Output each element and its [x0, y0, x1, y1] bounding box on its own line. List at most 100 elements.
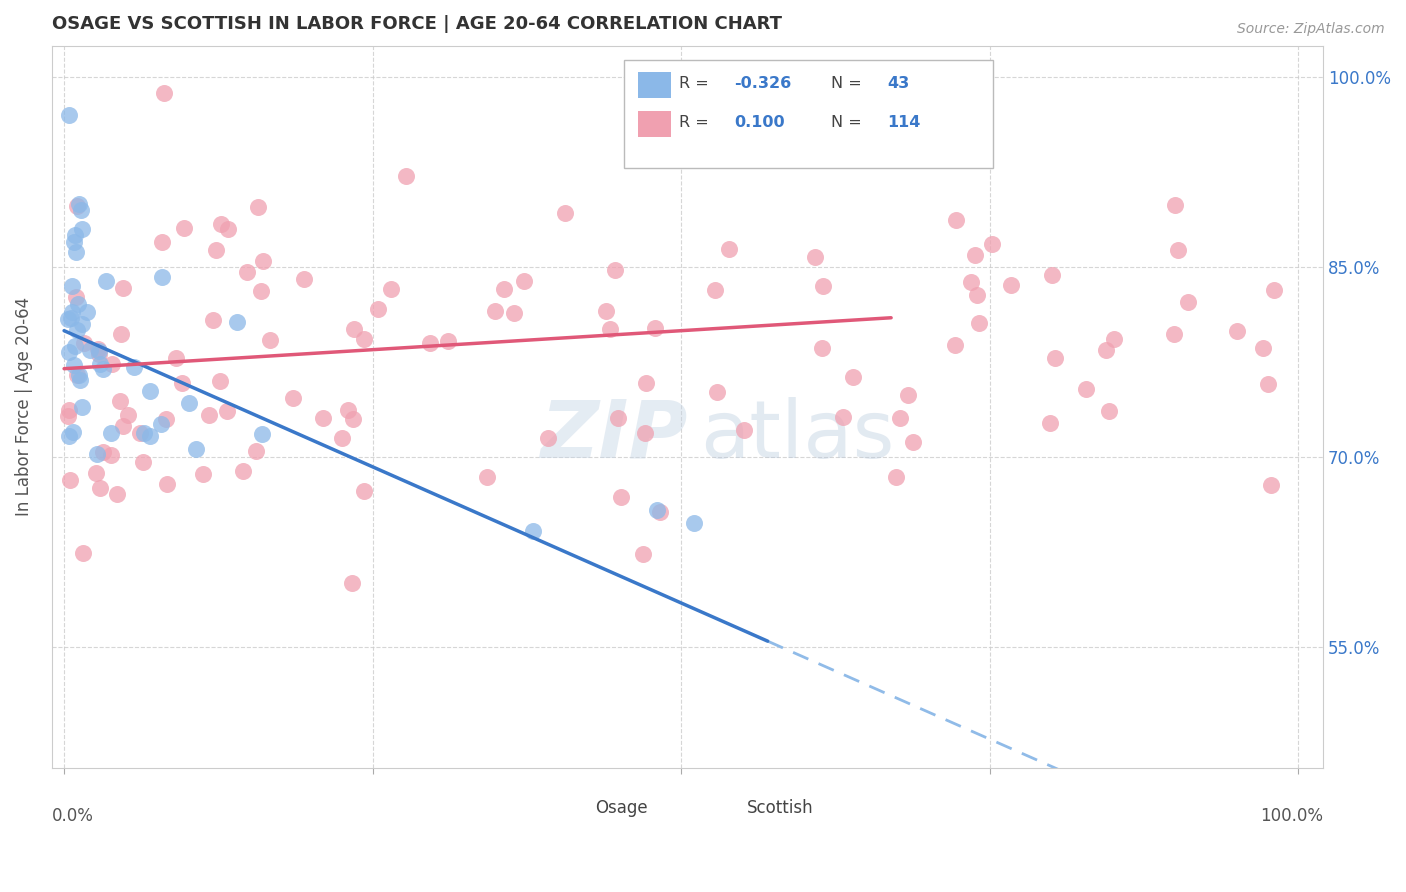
Point	[138, 429, 160, 443]
Point	[718, 242, 741, 256]
Point	[73, 336, 96, 351]
Point	[197, 409, 219, 423]
Point	[1043, 351, 1066, 365]
Point	[87, 342, 110, 356]
Point	[191, 467, 214, 481]
Point	[945, 213, 967, 227]
Point	[897, 388, 920, 402]
Point	[595, 304, 617, 318]
Point	[631, 547, 654, 561]
Point	[606, 410, 628, 425]
Point	[59, 473, 82, 487]
Text: -0.326: -0.326	[734, 77, 792, 92]
Point	[312, 410, 335, 425]
Point	[63, 358, 86, 372]
Point	[250, 284, 273, 298]
Point	[330, 432, 353, 446]
Text: R =: R =	[679, 77, 713, 92]
Point	[969, 317, 991, 331]
Point	[72, 546, 94, 560]
Point	[117, 408, 139, 422]
Point	[65, 245, 87, 260]
Point	[150, 270, 173, 285]
Point	[1098, 404, 1121, 418]
FancyBboxPatch shape	[551, 797, 585, 820]
Point	[536, 431, 558, 445]
Text: N =: N =	[831, 77, 868, 92]
Point	[367, 301, 389, 316]
Point	[63, 235, 86, 249]
Point	[72, 401, 94, 415]
Point	[153, 86, 176, 100]
Point	[644, 320, 666, 334]
Point	[395, 169, 418, 184]
Y-axis label: In Labor Force | Age 20-64: In Labor Force | Age 20-64	[15, 297, 32, 516]
Point	[380, 282, 402, 296]
Text: 0.0%: 0.0%	[52, 807, 94, 825]
Point	[554, 206, 576, 220]
Text: 43: 43	[887, 77, 910, 92]
Point	[209, 217, 232, 231]
Point	[884, 470, 907, 484]
Point	[62, 425, 84, 440]
Text: N =: N =	[831, 115, 868, 130]
Point	[475, 470, 498, 484]
Point	[149, 417, 172, 431]
Point	[165, 351, 187, 366]
Point	[259, 333, 281, 347]
Point	[342, 411, 364, 425]
Point	[610, 491, 633, 505]
Point	[492, 282, 515, 296]
Point	[1226, 324, 1249, 338]
Point	[91, 445, 114, 459]
Point	[150, 235, 173, 249]
Point	[682, 516, 704, 530]
Text: 100.0%: 100.0%	[1260, 807, 1323, 825]
Point	[832, 410, 855, 425]
Point	[60, 305, 83, 319]
Point	[101, 357, 124, 371]
Point	[503, 306, 526, 320]
Text: atlas: atlas	[700, 397, 894, 475]
Text: OSAGE VS SCOTTISH IN LABOR FORCE | AGE 20-64 CORRELATION CHART: OSAGE VS SCOTTISH IN LABOR FORCE | AGE 2…	[52, 15, 782, 33]
Point	[70, 203, 93, 218]
Point	[281, 391, 304, 405]
Point	[1076, 382, 1098, 396]
Point	[513, 274, 536, 288]
Point	[70, 317, 93, 331]
Point	[811, 278, 834, 293]
Point	[58, 344, 80, 359]
Point	[59, 311, 82, 326]
FancyBboxPatch shape	[638, 71, 671, 97]
Text: ZIP: ZIP	[540, 397, 688, 475]
Point	[60, 279, 83, 293]
Text: Osage: Osage	[595, 799, 647, 817]
Point	[1263, 283, 1285, 297]
Point	[733, 423, 755, 437]
Point	[91, 362, 114, 376]
Point	[131, 455, 153, 469]
Point	[201, 312, 224, 326]
Point	[108, 393, 131, 408]
Point	[943, 338, 966, 352]
Point	[1102, 332, 1125, 346]
Text: Scottish: Scottish	[747, 799, 814, 817]
Point	[1040, 268, 1063, 283]
Point	[960, 275, 983, 289]
FancyBboxPatch shape	[638, 112, 671, 137]
Text: R =: R =	[679, 115, 713, 130]
Point	[811, 341, 834, 355]
Point	[66, 297, 89, 311]
Point	[79, 343, 101, 357]
Point	[704, 283, 727, 297]
Point	[70, 222, 93, 236]
Point	[436, 334, 458, 348]
Point	[100, 448, 122, 462]
Point	[484, 304, 506, 318]
Point	[232, 464, 254, 478]
Point	[343, 322, 366, 336]
Point	[110, 326, 132, 341]
Point	[245, 444, 267, 458]
Point	[173, 220, 195, 235]
Point	[1177, 295, 1199, 310]
